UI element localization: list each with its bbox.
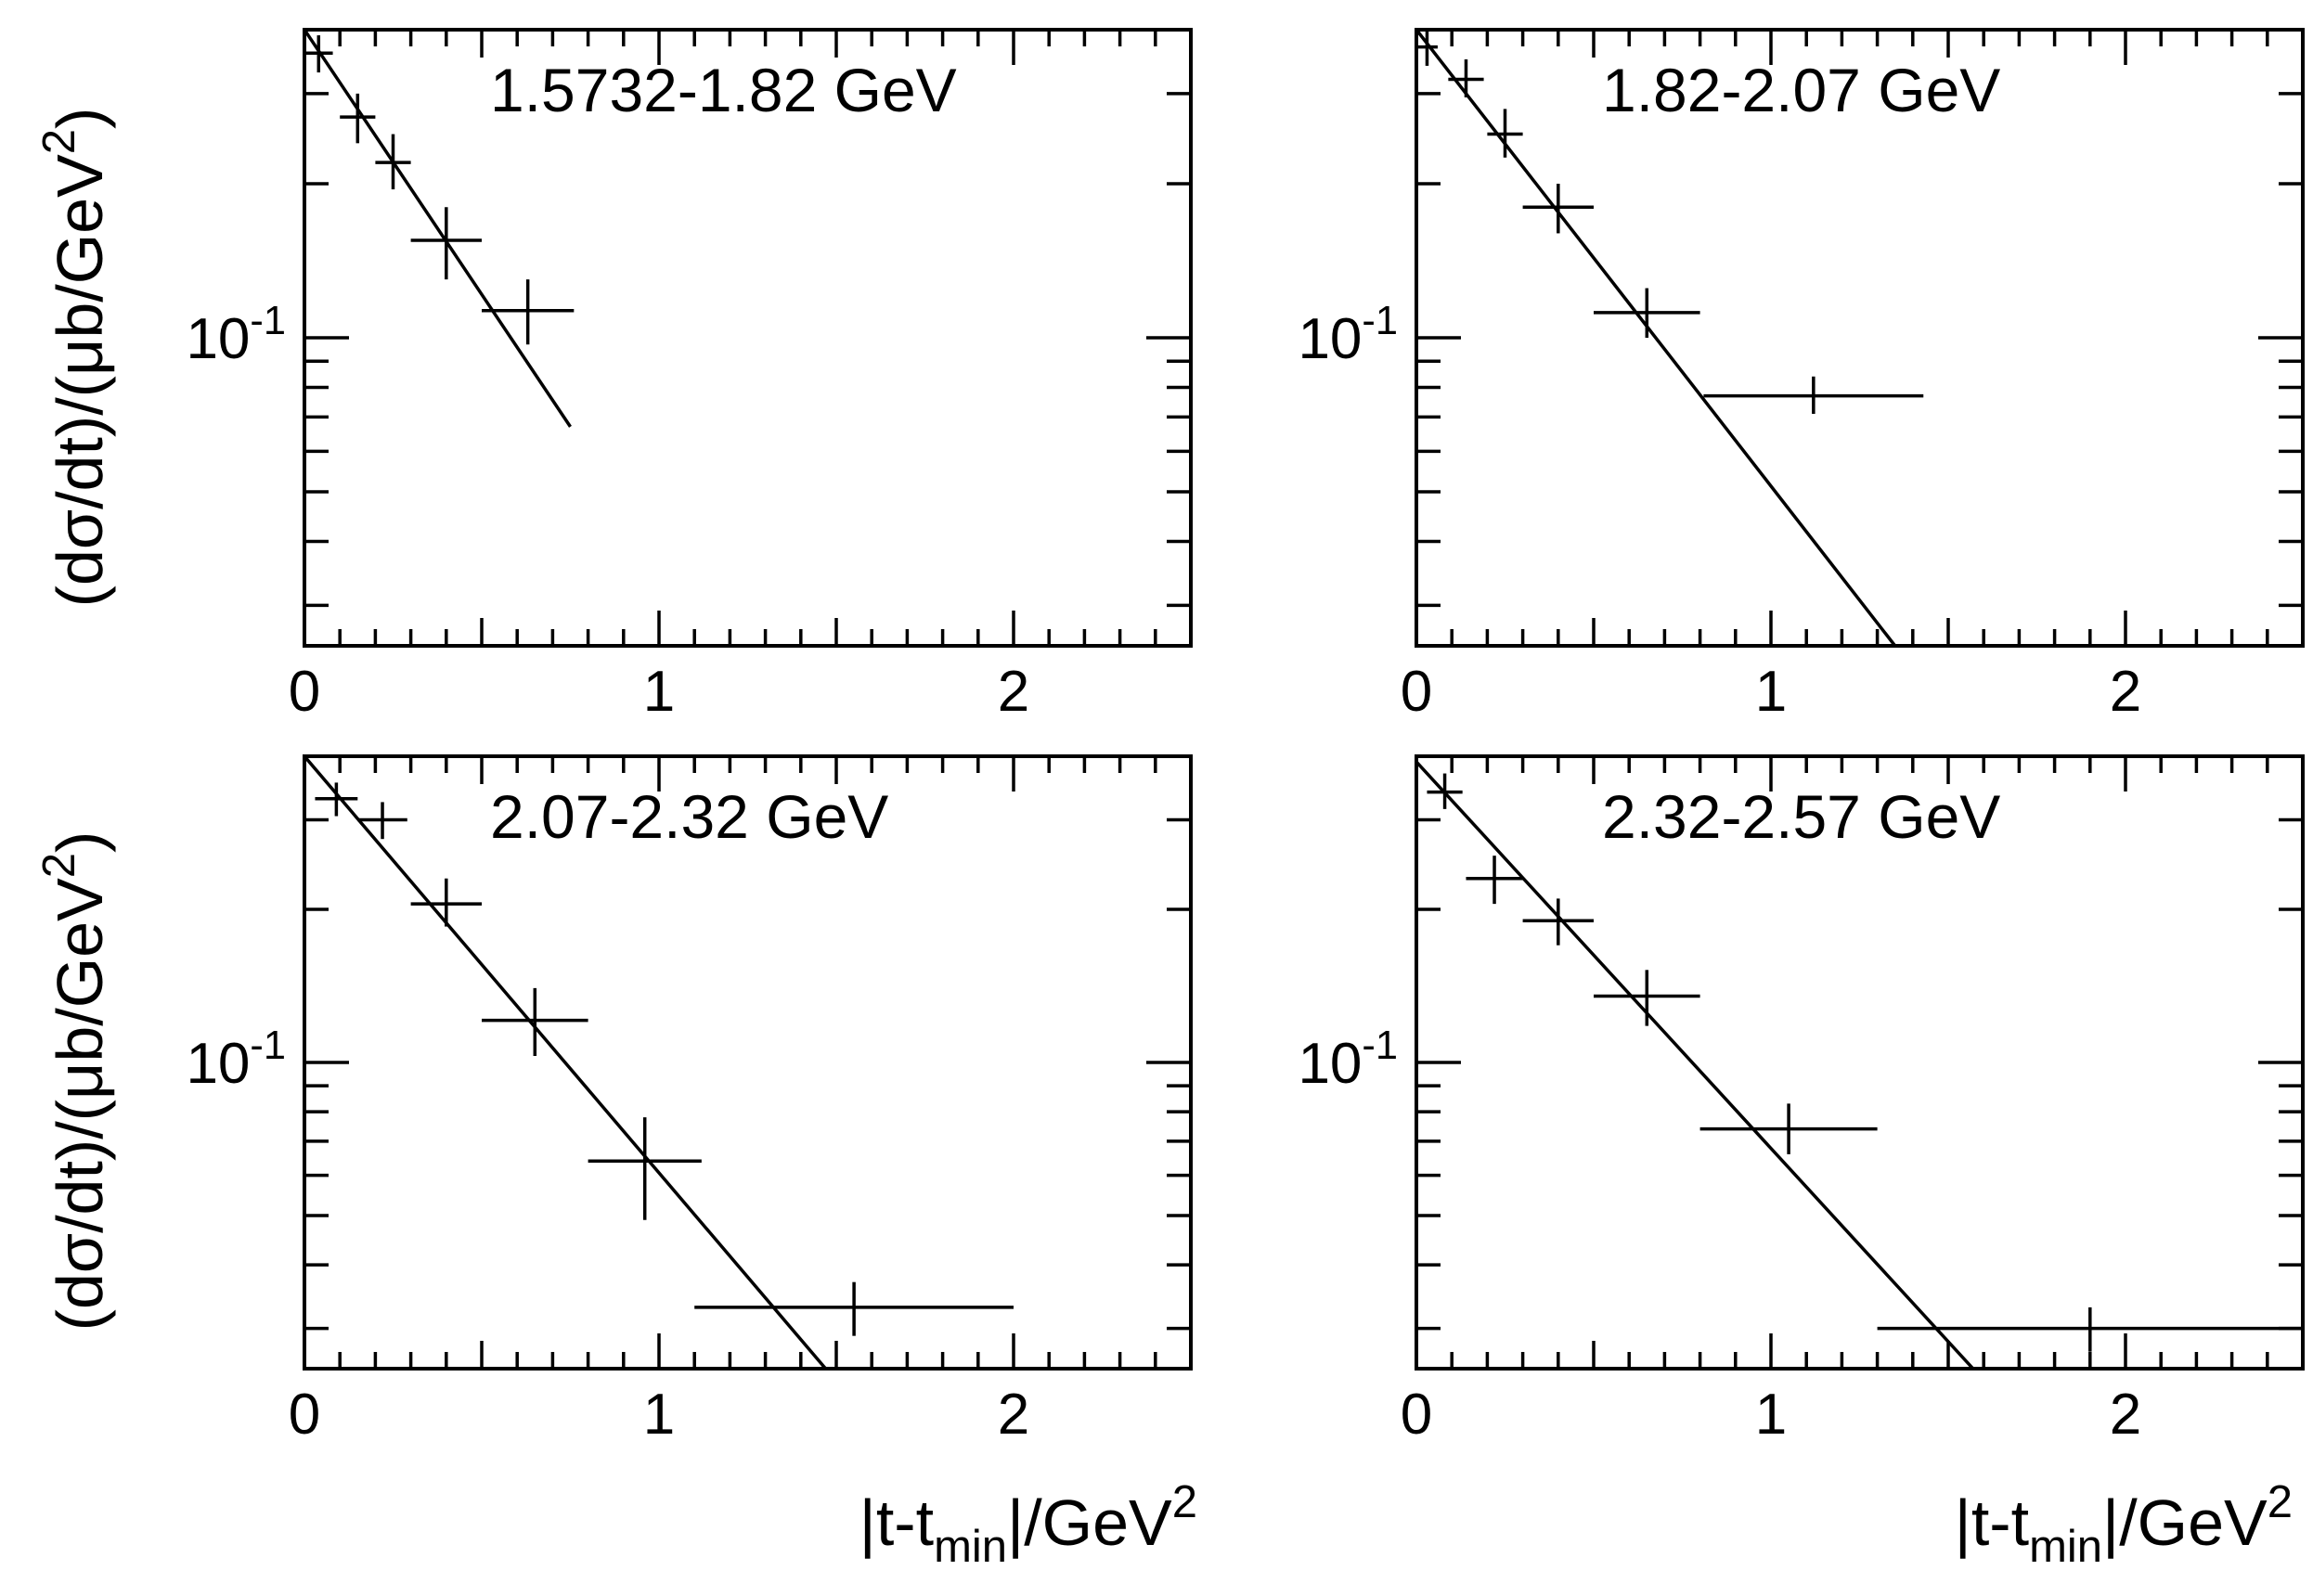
y-axis-title-bottom: (dσ/dt)/(μb/GeV2) xyxy=(34,831,116,1332)
data-layer xyxy=(1416,760,2303,1369)
data-layer xyxy=(304,30,575,428)
y-tick-label: 10-1 xyxy=(186,1023,286,1096)
x-tick-label: 2 xyxy=(2110,660,2141,724)
y-axis-title-top: (dσ/dt)/(μb/GeV2) xyxy=(34,108,116,608)
panel-energy-label: 2.07-2.32 GeV xyxy=(490,782,888,851)
panels: 0 1 2 10-1 1.5732-1.82 GeV 0 1 2 10-1 1.82-2.07 G… xyxy=(186,28,2305,1447)
y-tick-label: 10-1 xyxy=(1298,299,1398,371)
panel-energy-label: 2.32-2.57 GeV xyxy=(1602,782,2000,851)
fit-line xyxy=(1416,30,1897,646)
data-layer xyxy=(1416,30,1924,646)
fit-line xyxy=(1416,760,1975,1369)
x-axis-title-right: |t-tmin|/GeV2 xyxy=(1955,1477,2293,1572)
x-tick-label: 2 xyxy=(2110,1383,2141,1447)
panel-4: 0 1 2 10-1 2.32-2.57 GeV xyxy=(1298,754,2305,1447)
y-tick-label: 10-1 xyxy=(1298,1023,1398,1096)
panel-energy-label: 1.5732-1.82 GeV xyxy=(490,56,957,124)
y-tick-label: 10-1 xyxy=(186,299,286,371)
x-tick-label: 0 xyxy=(289,1383,320,1447)
fit-line xyxy=(304,756,827,1369)
x-tick-label: 2 xyxy=(998,660,1029,724)
x-tick-label: 1 xyxy=(1755,1383,1787,1447)
x-tick-label: 0 xyxy=(1401,1383,1432,1447)
x-tick-label: 1 xyxy=(1755,660,1787,724)
panel-2: 0 1 2 10-1 1.82-2.07 GeV xyxy=(1298,28,2305,724)
x-tick-label: 0 xyxy=(289,660,320,724)
x-axis-title-left: |t-tmin|/GeV2 xyxy=(859,1477,1197,1572)
x-tick-label: 2 xyxy=(998,1383,1029,1447)
x-tick-label: 1 xyxy=(643,660,675,724)
x-tick-label: 1 xyxy=(643,1383,675,1447)
x-tick-label: 0 xyxy=(1401,660,1432,724)
panel-energy-label: 1.82-2.07 GeV xyxy=(1602,56,2000,124)
data-layer xyxy=(304,756,1014,1369)
fit-line xyxy=(304,30,572,428)
panel-3: 0 1 2 10-1 2.07-2.32 GeV xyxy=(186,754,1193,1447)
panel-1: 0 1 2 10-1 1.5732-1.82 GeV xyxy=(186,28,1193,724)
